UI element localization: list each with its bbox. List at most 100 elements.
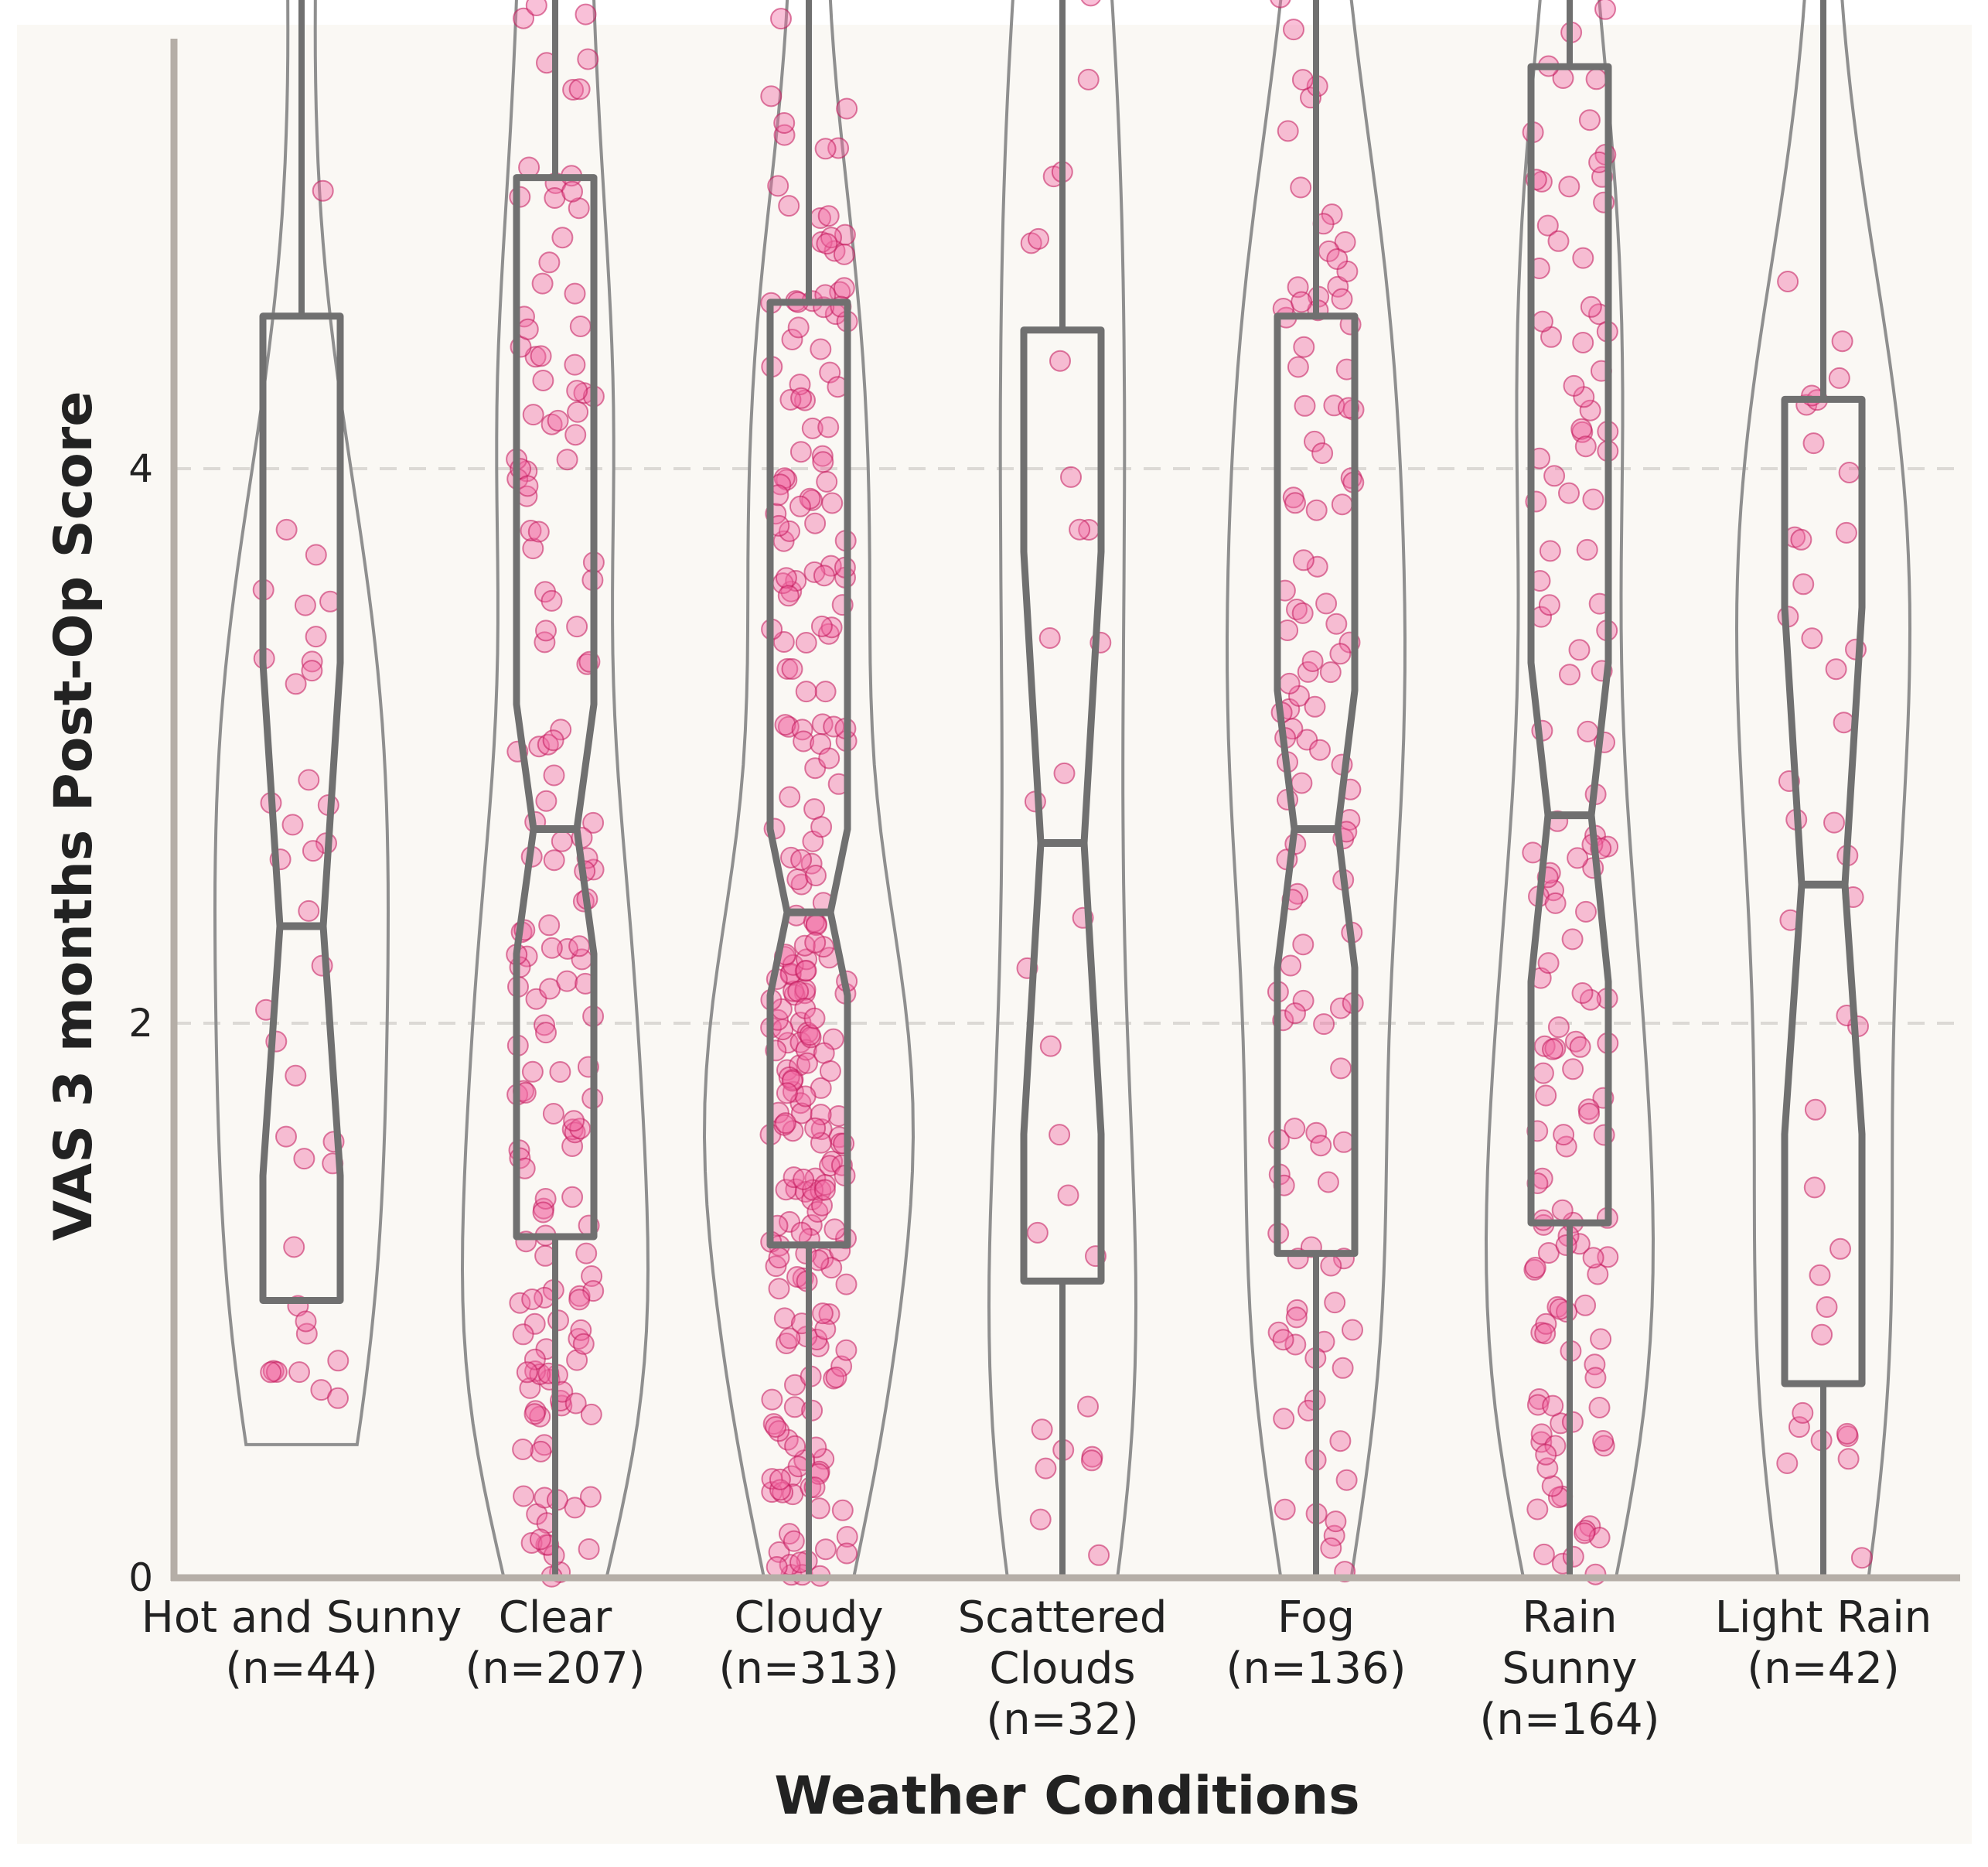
data-point — [1284, 1118, 1306, 1140]
data-point — [776, 1082, 798, 1104]
data-point — [564, 353, 586, 376]
violins — [213, 0, 1912, 1579]
data-point — [1313, 1013, 1335, 1036]
data-point — [817, 416, 840, 439]
data-point — [830, 1355, 853, 1377]
data-point — [777, 715, 800, 738]
data-point — [572, 1333, 595, 1355]
data-point — [312, 179, 334, 202]
data-point — [1561, 928, 1584, 951]
data-point — [1331, 493, 1353, 516]
x-tick-label: (n=44) — [225, 1643, 377, 1694]
data-point — [527, 521, 550, 543]
data-point — [535, 619, 557, 642]
data-point — [298, 769, 320, 791]
data-point — [790, 848, 813, 871]
data-point — [538, 914, 561, 937]
data-point — [1526, 1498, 1549, 1521]
data-point — [781, 329, 803, 350]
data-point — [796, 1052, 818, 1074]
data-point — [765, 1416, 787, 1438]
data-point — [805, 865, 827, 886]
data-point — [779, 1210, 800, 1233]
data-point — [799, 1024, 821, 1046]
data-point — [577, 48, 599, 70]
data-point — [521, 1288, 544, 1310]
data-point — [813, 565, 835, 587]
axes: Hot and Sunny(n=44)Clear(n=207)Cloudy(n=… — [128, 39, 1960, 1745]
data-point — [530, 1440, 552, 1463]
data-point — [778, 195, 800, 217]
data-point — [1305, 499, 1328, 521]
data-point — [1306, 555, 1328, 578]
data-point — [810, 615, 833, 637]
data-point — [1831, 330, 1853, 353]
data-point — [327, 1350, 350, 1372]
data-point — [804, 512, 827, 534]
x-tick-label: Sunny — [1502, 1643, 1637, 1694]
data-point — [1578, 109, 1601, 131]
data-point — [1539, 540, 1561, 562]
data-point — [1315, 592, 1338, 615]
data-point — [1802, 432, 1825, 455]
data-point — [1532, 1062, 1554, 1084]
box-notched — [1781, 395, 1866, 1387]
data-point — [1551, 1199, 1574, 1221]
data-point — [768, 1278, 790, 1300]
data-point — [1294, 394, 1316, 417]
data-point — [825, 1366, 847, 1388]
data-point — [556, 449, 578, 471]
data-point — [777, 585, 800, 607]
data-point — [1582, 1247, 1604, 1269]
data-point — [327, 1387, 349, 1409]
data-point — [275, 1125, 297, 1148]
data-point — [1077, 1395, 1099, 1418]
data-point — [568, 935, 591, 957]
data-point — [804, 931, 827, 954]
data-point — [1575, 900, 1597, 923]
data-point — [1829, 1237, 1851, 1260]
data-point — [522, 538, 544, 560]
data-point — [556, 970, 578, 992]
data-point — [1290, 176, 1312, 199]
data-point — [1833, 712, 1855, 734]
data-point — [775, 567, 797, 589]
data-point — [301, 650, 323, 673]
data-point — [580, 1403, 602, 1425]
data-point — [804, 1117, 827, 1139]
data-point — [1291, 602, 1314, 624]
data-point — [1585, 68, 1608, 90]
data-point — [811, 1302, 834, 1325]
data-point — [566, 616, 588, 638]
data-point — [564, 424, 587, 446]
data-point — [568, 78, 591, 101]
data-point — [1291, 69, 1314, 91]
violin-outline — [702, 0, 916, 1579]
y-tick-label: 0 — [128, 1555, 153, 1600]
data-point — [302, 840, 324, 862]
data-point — [566, 380, 588, 402]
data-point — [283, 1236, 305, 1258]
data-point — [1301, 650, 1324, 672]
data-point — [835, 1273, 858, 1295]
data-point — [1580, 295, 1602, 318]
data-point — [786, 869, 809, 890]
data-point — [1577, 720, 1599, 742]
data-point — [1080, 0, 1101, 7]
data-point — [1035, 1457, 1057, 1480]
data-point — [535, 1022, 557, 1044]
data-point — [561, 1186, 584, 1208]
data-point — [1304, 695, 1326, 718]
data-point — [301, 660, 323, 682]
data-point — [1297, 660, 1319, 683]
data-point — [1283, 19, 1304, 41]
data-point — [814, 138, 837, 160]
data-point — [561, 1135, 584, 1157]
data-point — [836, 1526, 858, 1548]
data-point — [1285, 1306, 1308, 1329]
data-point — [543, 849, 565, 872]
data-point — [1792, 573, 1815, 596]
data-point — [769, 1468, 791, 1490]
data-point — [789, 441, 812, 463]
